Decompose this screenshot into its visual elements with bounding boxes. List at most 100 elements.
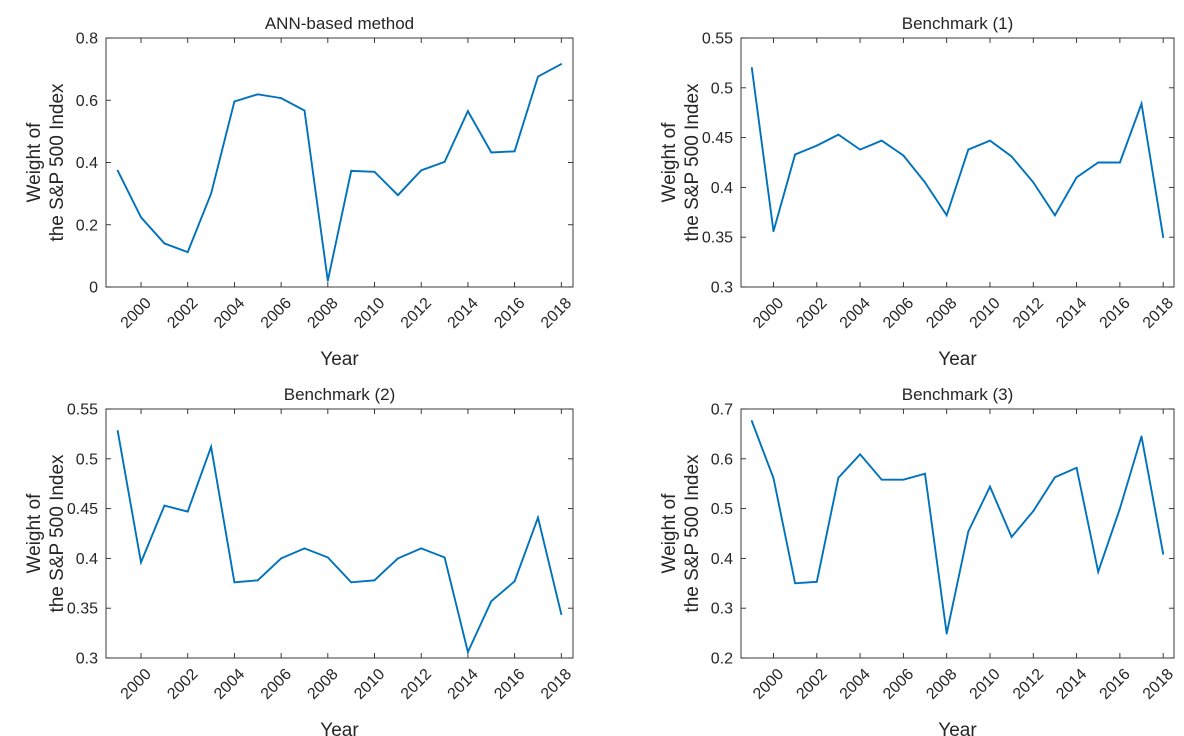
data-point [750, 420, 753, 422]
data-point [1075, 176, 1078, 179]
data-point [467, 110, 469, 113]
x-tick-label: 2010 [967, 295, 1004, 332]
x-tick-label: 2006 [880, 295, 917, 332]
data-point [815, 144, 818, 147]
y-axis-label: Weight of the S&P 500 Index [24, 454, 68, 613]
data-point [967, 530, 970, 533]
data-point [1162, 236, 1165, 239]
axes-box [105, 37, 574, 288]
y-axis-label-line-1: Weight of [659, 493, 680, 574]
x-tick-label: 2012 [398, 666, 435, 703]
data-point [303, 547, 306, 550]
data-point [1054, 214, 1056, 217]
data-point [560, 613, 563, 616]
data-point [902, 154, 905, 157]
x-tick-label: 2014 [445, 295, 482, 332]
x-axis-label: Year [320, 349, 359, 370]
data-point [186, 510, 189, 513]
data-point [210, 445, 212, 448]
data-point [1097, 161, 1100, 164]
chart-panel-1: ANN-based method 0 0.2 0.4 0.6 0.8 2000 2002 200… [24, 14, 575, 370]
data-point [1054, 476, 1056, 479]
axes-box [740, 408, 1175, 659]
x-tick-label: 2004 [211, 666, 248, 703]
y-axis-label-line-2: the S&P 500 Index [47, 454, 68, 613]
x-tick-label: 2008 [304, 295, 341, 332]
data-point [880, 139, 883, 142]
y-tick-label: 0.35 [67, 601, 98, 618]
series-line [750, 67, 1165, 238]
x-tick-label: 2016 [1096, 295, 1133, 332]
x-axis-label: Year [320, 720, 359, 736]
data-point [420, 169, 423, 172]
x-tick-label: 2018 [538, 666, 575, 703]
data-point [186, 251, 189, 254]
data-point [1140, 435, 1143, 438]
x-tick-label: 2010 [967, 666, 1004, 703]
y-axis-label: Weight of the S&P 500 Index [659, 454, 703, 613]
y-axis-label-line-1: Weight of [659, 122, 680, 203]
data-point [326, 279, 329, 282]
data-point [794, 153, 797, 156]
data-point [443, 556, 446, 559]
data-point [750, 66, 753, 69]
data-point [815, 580, 818, 583]
data-point [537, 516, 539, 519]
axes-box [105, 408, 574, 659]
data-point [233, 581, 236, 584]
x-tick-label: 2002 [164, 666, 201, 703]
x-tick-label: 2014 [1053, 666, 1090, 703]
x-tick-label: 2016 [491, 295, 528, 332]
x-tick-label: 2008 [304, 666, 341, 703]
x-tick-label: 2000 [118, 295, 155, 332]
y-tick-label: 0.55 [702, 31, 733, 48]
data-point [420, 547, 423, 550]
x-tick-label: 2004 [837, 295, 874, 332]
y-tick-label: 0.3 [711, 601, 733, 618]
data-point [772, 230, 775, 233]
data-point [396, 557, 399, 560]
data-point [350, 581, 353, 584]
data-point [859, 148, 861, 151]
data-point [989, 139, 991, 142]
x-tick-label: 2008 [923, 295, 960, 332]
data-point [280, 557, 283, 560]
x-tick-label: 2010 [351, 666, 388, 703]
data-point [772, 477, 775, 480]
y-tick-label: 0.5 [711, 501, 733, 518]
x-tick-label: 2008 [923, 666, 960, 703]
x-tick-label: 2014 [1053, 295, 1090, 332]
y-tick-label: 0.2 [711, 651, 733, 668]
data-point [396, 194, 399, 197]
x-axis-label: Year [938, 349, 977, 370]
data-point [116, 169, 119, 172]
x-tick-label: 2012 [1010, 295, 1047, 332]
data-point [443, 160, 446, 163]
data-point [560, 63, 563, 66]
data-point [326, 556, 329, 559]
y-tick-label: 0.5 [76, 451, 98, 468]
x-tick-label: 2010 [351, 295, 388, 332]
data-point [1118, 507, 1121, 510]
x-tick-label: 2006 [258, 295, 295, 332]
y-tick-label: 0.4 [711, 180, 733, 197]
y-axis-label-line-2: the S&P 500 Index [47, 83, 68, 242]
data-point [373, 579, 376, 582]
y-tick-label: 0.3 [711, 280, 733, 297]
x-tick-label: 2018 [1140, 666, 1177, 703]
x-tick-label: 2000 [750, 666, 787, 703]
x-tick-label: 2004 [211, 295, 248, 332]
y-tick-label: 0.35 [702, 230, 733, 247]
series-line [116, 63, 562, 281]
y-tick-label: 0.6 [76, 93, 98, 110]
chart-title: Benchmark (1) [902, 14, 1013, 33]
y-tick-label: 0.45 [702, 130, 733, 147]
data-point [467, 651, 469, 653]
x-tick-label: 2012 [398, 295, 435, 332]
data-point [837, 133, 840, 136]
data-point [924, 181, 926, 184]
data-point [794, 582, 797, 585]
x-tick-label: 2016 [1096, 666, 1133, 703]
y-tick-label: 0 [89, 280, 98, 297]
